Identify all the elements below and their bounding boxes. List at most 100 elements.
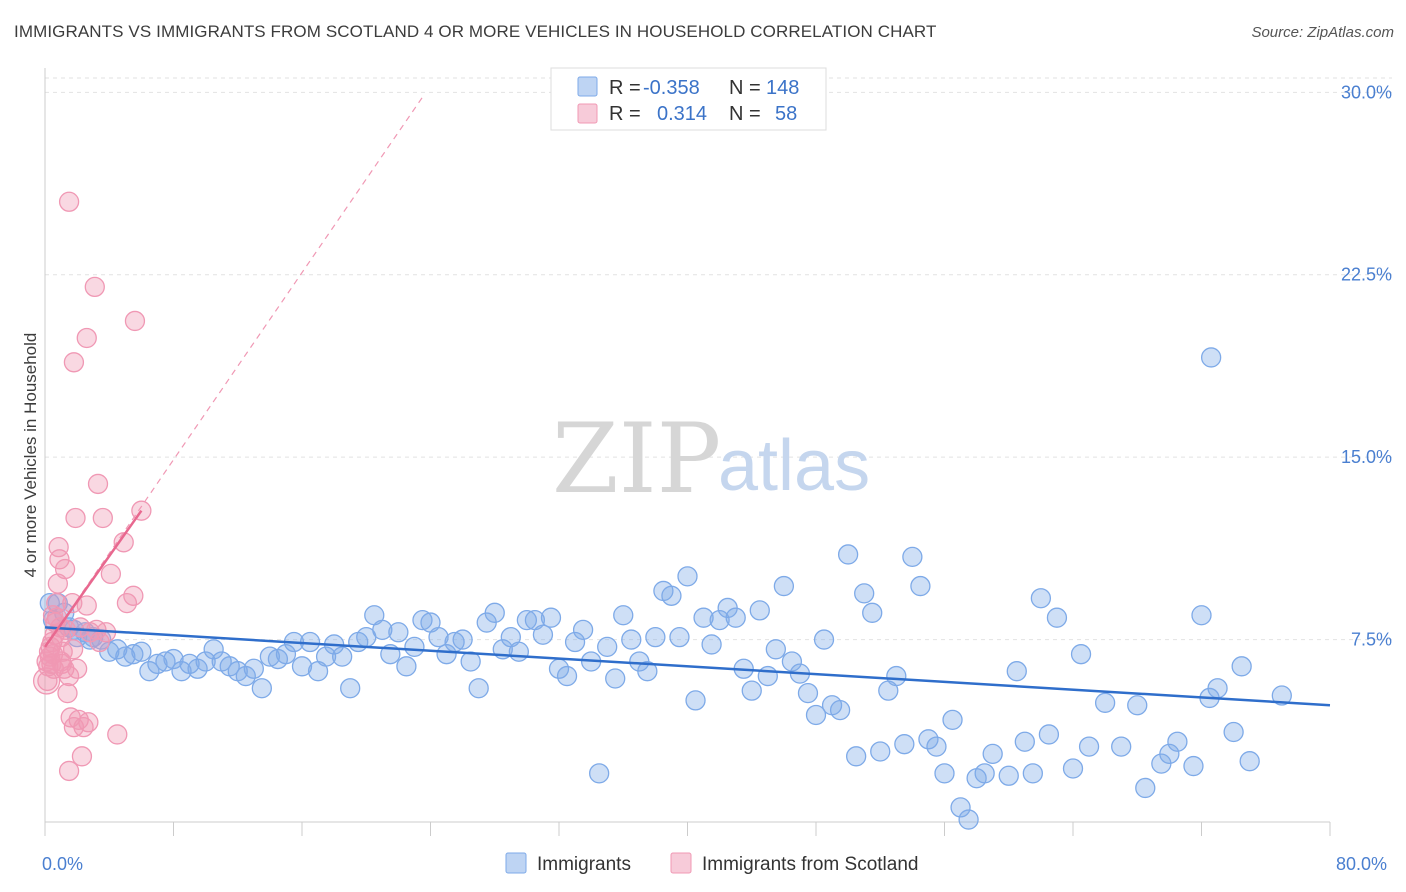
immigrants-point-124 [1014, 731, 1035, 752]
immigrants-point-69 [564, 631, 586, 653]
immigrants-point-146 [1271, 685, 1292, 706]
scotland-point-30 [65, 507, 86, 529]
immigrants-point-30 [251, 678, 272, 699]
immigrants-point-68 [556, 665, 578, 687]
immigrants-point-18 [155, 651, 176, 672]
watermark-zip: ZIP [552, 403, 721, 515]
immigrants-point-40 [332, 646, 353, 667]
trend-line-scotland [43, 509, 143, 648]
y-tick-labels: 7.5% 15.0% 22.5% 30.0% [1341, 82, 1392, 649]
axes [44, 68, 1331, 836]
immigrants-point-139 [1191, 605, 1212, 626]
scotland-point-32 [63, 352, 85, 373]
scotland-point-14 [47, 573, 68, 594]
immigrants-point-17 [147, 653, 168, 675]
immigrants-point-72 [589, 763, 610, 784]
immigrants-point-79 [645, 626, 666, 648]
scotland-point-47 [100, 563, 122, 585]
legend-n-label: N = [729, 103, 761, 125]
source-label: Source: ZipAtlas.com [1251, 24, 1394, 41]
immigrants-point-94 [765, 639, 786, 660]
bottom-legend-swatch-scotland [670, 852, 692, 874]
immigrants-point-31 [259, 646, 281, 667]
immigrants-point-95 [773, 575, 795, 597]
trend-line-immigrants [44, 626, 1331, 707]
scotland-point-31 [58, 191, 80, 212]
watermark-atlas: atlas [718, 426, 870, 506]
legend-swatch-scotland [577, 103, 598, 124]
scotland-point-48 [107, 724, 128, 745]
immigrants-point-113 [918, 729, 939, 750]
immigrants-point-93 [757, 665, 778, 687]
immigrants-point-55 [452, 629, 473, 650]
scotland-point-54 [58, 760, 80, 782]
immigrants-point-127 [1046, 607, 1068, 628]
immigrants-point-59 [484, 602, 505, 623]
legend-n-value: 58 [775, 103, 797, 125]
immigrants-point-87 [709, 609, 730, 631]
y-tick-label-2: 22.5% [1341, 265, 1392, 285]
scotland-point-42 [76, 595, 97, 616]
y-tick-label-0: 7.5% [1351, 630, 1392, 650]
scotland-point-36 [87, 473, 109, 495]
immigrants-point-123 [1006, 661, 1027, 682]
immigrants-point-91 [741, 680, 762, 701]
series-immigrants-from-scotland [32, 191, 152, 782]
immigrants-point-16 [139, 661, 160, 682]
immigrants-point-141 [1207, 678, 1228, 699]
immigrants-point-125 [1030, 588, 1052, 609]
immigrants-point-24 [203, 639, 224, 660]
immigrants-point-41 [340, 678, 361, 699]
immigrants-point-112 [910, 575, 931, 597]
scotland-point-cluster [32, 667, 61, 695]
immigrants-point-92 [749, 600, 770, 621]
immigrants-point-147 [1022, 763, 1043, 784]
scotland-point-53 [71, 746, 93, 767]
scotland-point-57 [78, 712, 99, 733]
immigrants-point-109 [886, 665, 907, 687]
immigrants-point-126 [1038, 724, 1060, 745]
immigrants-point-53 [436, 644, 457, 665]
immigrants-point-102 [829, 699, 851, 721]
immigrants-point-107 [870, 741, 891, 762]
immigrants-point-144 [1239, 751, 1260, 772]
scotland-point-45 [89, 631, 110, 653]
immigrants-point-20 [171, 661, 192, 682]
immigrants-point-130 [1078, 736, 1100, 757]
immigrants-point-114 [926, 736, 947, 757]
immigrants-point-99 [805, 704, 827, 726]
immigrants-point-131 [1094, 692, 1116, 713]
immigrants-point-115 [934, 763, 955, 784]
immigrants-point-35 [291, 656, 313, 677]
legend-swatch-immigrants [577, 76, 598, 97]
y-tick-label-1: 15.0% [1341, 447, 1392, 467]
immigrants-point-73 [597, 636, 618, 658]
bottom-legend-label-immigrants: Immigrants [537, 854, 631, 875]
immigrants-point-134 [1135, 777, 1156, 799]
immigrants-point-129 [1070, 644, 1092, 665]
scotland-point-24 [57, 682, 78, 704]
immigrants-point-116 [942, 709, 963, 730]
immigrants-point-49 [404, 636, 425, 658]
immigrants-point-118 [958, 809, 979, 830]
legend-n-value: 148 [766, 77, 799, 99]
scotland-point-22 [54, 558, 76, 580]
immigrants-point-47 [388, 622, 409, 643]
scotland-point-35 [124, 310, 146, 332]
immigrants-point-12 [107, 639, 128, 660]
scotland-point-16 [49, 549, 70, 570]
scotland-point-51 [123, 585, 144, 606]
immigrants-point-103 [837, 544, 859, 565]
legend-r-label: R = [609, 103, 641, 125]
immigrants-point-106 [862, 602, 883, 623]
x-tick-label-min: 0.0% [42, 854, 83, 874]
immigrants-point-143 [1231, 656, 1252, 677]
immigrants-point-100 [813, 629, 835, 650]
immigrants-point-76 [621, 629, 642, 650]
immigrants-point-65 [532, 624, 554, 645]
y-axis-label: 4 or more Vehicles in Household [21, 333, 40, 578]
immigrants-point-89 [725, 607, 746, 628]
immigrants-point-29 [243, 658, 264, 679]
scotland-point-1 [37, 670, 58, 692]
immigrants-point-137 [1167, 731, 1188, 752]
